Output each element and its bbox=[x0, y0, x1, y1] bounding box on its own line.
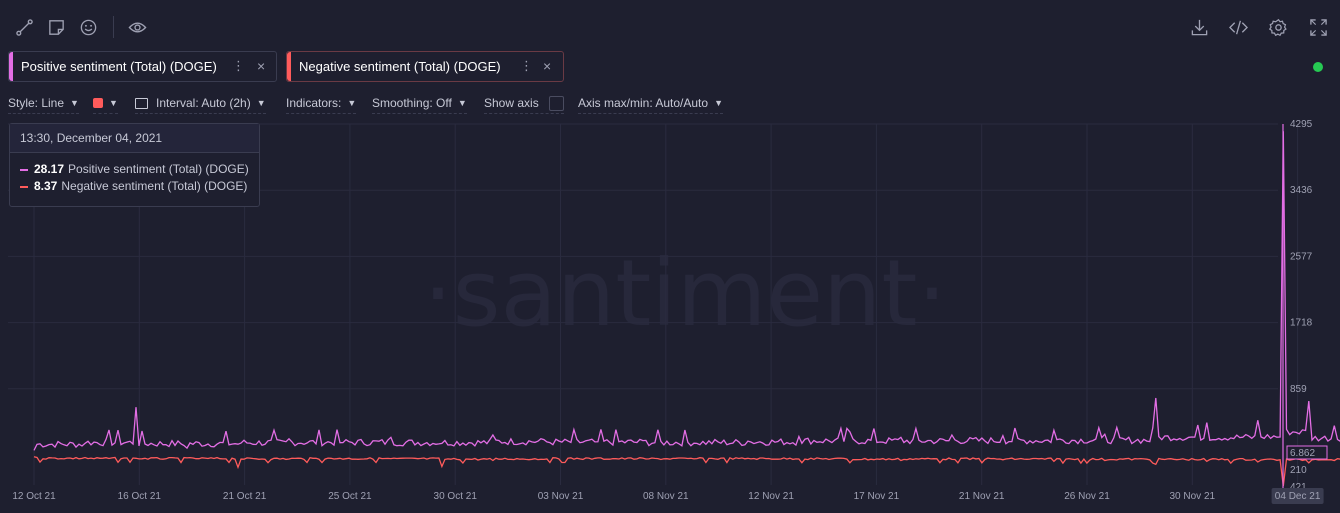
x-tick-label: 21 Oct 21 bbox=[223, 491, 267, 502]
metric-label: Negative sentiment (Total) (DOGE) bbox=[299, 59, 501, 74]
chevron-down-icon: ▼ bbox=[70, 98, 79, 108]
x-highlight-badge bbox=[1271, 488, 1324, 504]
fullscreen-icon[interactable] bbox=[1305, 14, 1331, 40]
line-draw-icon[interactable] bbox=[11, 14, 37, 40]
more-options-icon[interactable]: ⋮ bbox=[520, 58, 533, 73]
metric-chip-negative-sentiment[interactable]: Negative sentiment (Total) (DOGE) ⋮ × bbox=[286, 51, 564, 82]
tooltip-label: Positive sentiment (Total) (DOGE) bbox=[68, 162, 249, 176]
chevron-down-icon: ▼ bbox=[457, 98, 467, 108]
color-picker[interactable]: ▼ bbox=[93, 93, 118, 114]
axis-maxmin-label: Axis max/min: Auto/Auto bbox=[578, 96, 709, 110]
tooltip-label: Negative sentiment (Total) (DOGE) bbox=[61, 179, 248, 193]
current-value-text: 6.862 bbox=[1290, 448, 1315, 459]
x-tick-label: 21 Nov 21 bbox=[959, 491, 1005, 502]
show-axis-toggle[interactable]: Show axis bbox=[484, 93, 564, 114]
emoji-icon[interactable] bbox=[75, 14, 101, 40]
interval-icon bbox=[135, 97, 148, 109]
santiment-watermark: ·santiment· bbox=[423, 240, 946, 347]
embed-code-icon[interactable] bbox=[1225, 14, 1251, 40]
current-value-badge bbox=[1286, 445, 1328, 460]
style-label: Style: Line bbox=[8, 96, 65, 110]
series-swatch bbox=[20, 168, 28, 171]
chevron-down-icon: ▼ bbox=[714, 98, 723, 108]
x-tick-label: 08 Nov 21 bbox=[643, 491, 689, 502]
y-tick-label: 210 bbox=[1290, 465, 1307, 476]
data-tooltip: 13:30, December 04, 2021 28.17 Positive … bbox=[9, 123, 260, 207]
metric-color-bar bbox=[287, 52, 291, 81]
metric-label: Positive sentiment (Total) (DOGE) bbox=[21, 59, 217, 74]
show-axis-label: Show axis bbox=[484, 96, 539, 110]
show-axis-checkbox[interactable] bbox=[548, 95, 564, 111]
tooltip-date: 13:30, December 04, 2021 bbox=[10, 124, 259, 153]
chevron-down-icon: ▼ bbox=[256, 98, 266, 108]
smoothing-label: Smoothing: Off bbox=[372, 96, 452, 110]
y-tick-label: 421 bbox=[1290, 482, 1307, 493]
metric-chip-positive-sentiment[interactable]: Positive sentiment (Total) (DOGE) ⋮ × bbox=[8, 51, 277, 82]
interval-dropdown[interactable]: Interval: Auto (2h) ▼ bbox=[135, 93, 266, 114]
toolbar-divider bbox=[113, 16, 114, 38]
y-tick-label: 1718 bbox=[1290, 318, 1313, 329]
live-status-dot bbox=[1313, 62, 1323, 72]
indicators-label: Indicators: bbox=[286, 96, 342, 110]
close-icon[interactable]: × bbox=[543, 58, 552, 74]
chart-series bbox=[33, 131, 1340, 487]
x-tick-label: 30 Oct 21 bbox=[434, 491, 478, 502]
x-tick-label: 04 Dec 21 bbox=[1275, 491, 1321, 502]
settings-gear-icon[interactable] bbox=[1265, 14, 1291, 40]
x-tick-label: 12 Nov 21 bbox=[748, 491, 794, 502]
indicators-dropdown[interactable]: Indicators: ▼ bbox=[286, 93, 357, 114]
chevron-down-icon: ▼ bbox=[109, 98, 118, 108]
y-tick-label: 859 bbox=[1290, 384, 1307, 395]
x-tick-label: 12 Oct 21 bbox=[12, 491, 56, 502]
y-tick-label: 3436 bbox=[1290, 185, 1313, 196]
tooltip-value: 28.17 bbox=[34, 162, 65, 176]
tooltip-row-negative: 8.37 Negative sentiment (Total) (DOGE) bbox=[10, 178, 259, 195]
x-tick-label: 30 Nov 21 bbox=[1170, 491, 1216, 502]
tooltip-row-positive: 28.17 Positive sentiment (Total) (DOGE) bbox=[10, 161, 259, 178]
y-axis: 4295 3436 2577 1718 859 210 421 6.862 bbox=[1282, 119, 1328, 493]
more-options-icon[interactable]: ⋮ bbox=[232, 58, 245, 73]
color-swatch bbox=[93, 98, 103, 108]
positive-sentiment-line bbox=[33, 131, 1340, 451]
x-tick-label: 26 Nov 21 bbox=[1064, 491, 1110, 502]
x-tick-label: 16 Oct 21 bbox=[118, 491, 162, 502]
interval-label: Interval: Auto (2h) bbox=[156, 96, 251, 110]
smoothing-dropdown[interactable]: Smoothing: Off ▼ bbox=[372, 93, 467, 114]
x-tick-label: 25 Oct 21 bbox=[328, 491, 372, 502]
eye-icon[interactable] bbox=[124, 14, 150, 40]
metric-color-bar bbox=[9, 52, 13, 81]
close-icon[interactable]: × bbox=[257, 58, 266, 74]
chevron-down-icon: ▼ bbox=[347, 98, 357, 108]
sticky-note-icon[interactable] bbox=[43, 14, 69, 40]
axis-maxmin-dropdown[interactable]: Axis max/min: Auto/Auto ▼ bbox=[578, 93, 723, 114]
y-tick-label: 2577 bbox=[1290, 251, 1313, 262]
download-icon[interactable] bbox=[1186, 14, 1212, 40]
style-dropdown[interactable]: Style: Line ▼ bbox=[8, 93, 79, 114]
x-axis: 12 Oct 21 16 Oct 21 21 Oct 21 25 Oct 21 30 O… bbox=[12, 488, 1324, 504]
x-tick-label: 17 Nov 21 bbox=[854, 491, 900, 502]
chart-toolbar bbox=[0, 0, 1340, 52]
series-swatch bbox=[20, 185, 28, 188]
chart-grid bbox=[8, 123, 1299, 485]
x-tick-label: 03 Nov 21 bbox=[538, 491, 584, 502]
negative-sentiment-line bbox=[33, 456, 1340, 487]
y-tick-label: 4295 bbox=[1290, 119, 1313, 130]
tooltip-value: 8.37 bbox=[34, 179, 58, 193]
